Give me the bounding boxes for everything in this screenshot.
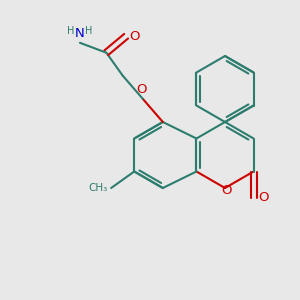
Text: O: O	[129, 30, 140, 43]
Text: O: O	[222, 184, 232, 197]
Text: H: H	[67, 26, 75, 36]
Text: N: N	[75, 27, 85, 40]
Text: O: O	[259, 191, 269, 204]
Text: CH₃: CH₃	[88, 183, 107, 193]
Text: O: O	[136, 83, 147, 96]
Text: H: H	[85, 26, 93, 36]
